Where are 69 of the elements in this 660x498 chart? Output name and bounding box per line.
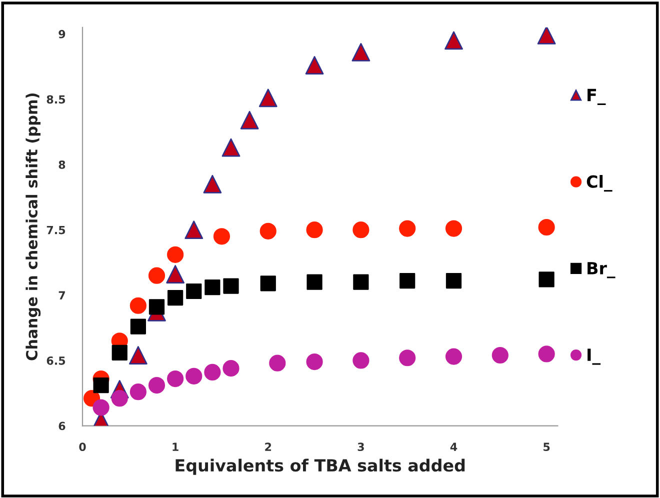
y-tick-label: 9: [58, 30, 66, 38]
y-tick-label: 8: [58, 160, 66, 169]
point: [213, 228, 230, 245]
point: [353, 274, 369, 290]
y-axis-title: Change in chemical shift (ppm): [26, 93, 41, 360]
legend-label: Br_: [588, 262, 616, 278]
point: [538, 272, 554, 288]
y-tick-label: 7.5: [46, 226, 66, 234]
point: [352, 352, 370, 369]
point: [130, 297, 146, 314]
point: [399, 350, 416, 366]
point: [204, 364, 221, 381]
point: [222, 138, 240, 157]
point: [260, 276, 276, 292]
legend-label: Cl_: [586, 174, 612, 192]
x-tick-label: 4: [450, 442, 458, 451]
point: [537, 27, 556, 44]
point: [260, 222, 276, 240]
point: [167, 246, 184, 263]
point: [186, 368, 202, 384]
x-axis-title: Equivalents of TBA salts added: [176, 458, 465, 475]
point: [445, 348, 462, 365]
point: [130, 318, 146, 334]
y-tick-label: 7: [58, 291, 65, 300]
point: [306, 274, 322, 290]
point: [492, 346, 508, 364]
legend-label: F_: [588, 88, 606, 105]
point: [445, 220, 462, 237]
point: [148, 376, 166, 394]
point: [258, 88, 278, 108]
point: [538, 218, 555, 236]
point: [184, 220, 204, 240]
point: [186, 283, 202, 300]
point: [446, 272, 462, 289]
point: [444, 31, 463, 50]
y-tick-label: 6.5: [46, 356, 66, 365]
point: [168, 290, 184, 306]
point: [306, 353, 323, 370]
point: [400, 272, 416, 289]
point: [352, 222, 370, 238]
point: [538, 346, 555, 362]
y-tick-label: 8.5: [46, 95, 66, 104]
point: [306, 222, 323, 238]
point: [92, 399, 110, 416]
x-tick-label: 5: [544, 442, 550, 452]
y-tick-label: 6: [58, 422, 66, 430]
point: [111, 390, 128, 407]
point: [240, 110, 259, 130]
point: [166, 265, 185, 284]
point: [148, 299, 165, 315]
point: [128, 346, 148, 364]
point: [305, 56, 324, 74]
x-tick-label: 1: [172, 442, 178, 451]
point: [148, 267, 166, 284]
point: [352, 43, 370, 62]
point: [167, 370, 184, 388]
point: [112, 344, 128, 360]
point: [222, 360, 240, 377]
x-tick-label: 3: [358, 442, 364, 452]
point: [223, 278, 239, 294]
x-tick-label: 0: [79, 442, 86, 452]
point: [204, 280, 220, 296]
legend-label: I_: [588, 348, 601, 365]
point: [130, 384, 146, 400]
point: [399, 220, 416, 237]
point: [269, 354, 286, 372]
point: [93, 377, 109, 394]
point: [203, 174, 222, 194]
x-tick-label: 2: [265, 442, 272, 451]
